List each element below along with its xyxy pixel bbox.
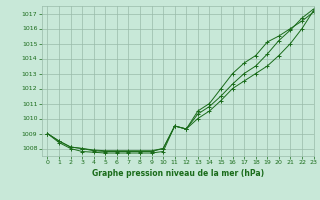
X-axis label: Graphe pression niveau de la mer (hPa): Graphe pression niveau de la mer (hPa)	[92, 169, 264, 178]
